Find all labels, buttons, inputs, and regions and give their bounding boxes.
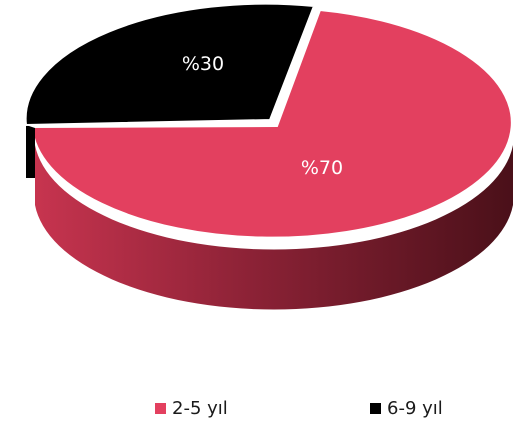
legend-swatch-black [370,403,381,414]
pie-slice-side [26,125,35,178]
pie-slice-side [35,145,513,310]
legend-swatch-red [155,403,166,414]
pie-slice-top [30,8,513,239]
data-label-2-5-yil: %70 [301,157,343,179]
legend-label: 6-9 yıl [387,398,443,419]
legend: 2-5 yıl 6-9 yıl [0,398,513,422]
legend-label: 2-5 yıl [172,398,228,419]
pie-slice-6-9-yil[interactable] [24,2,316,178]
data-label-6-9-yil: %30 [182,53,224,75]
legend-item-2-5-yil[interactable]: 2-5 yıl [155,398,228,419]
pie-slice-top [24,2,316,127]
pie-slice-2-5-yil[interactable] [30,8,513,310]
legend-item-6-9-yil[interactable]: 6-9 yıl [370,398,443,419]
